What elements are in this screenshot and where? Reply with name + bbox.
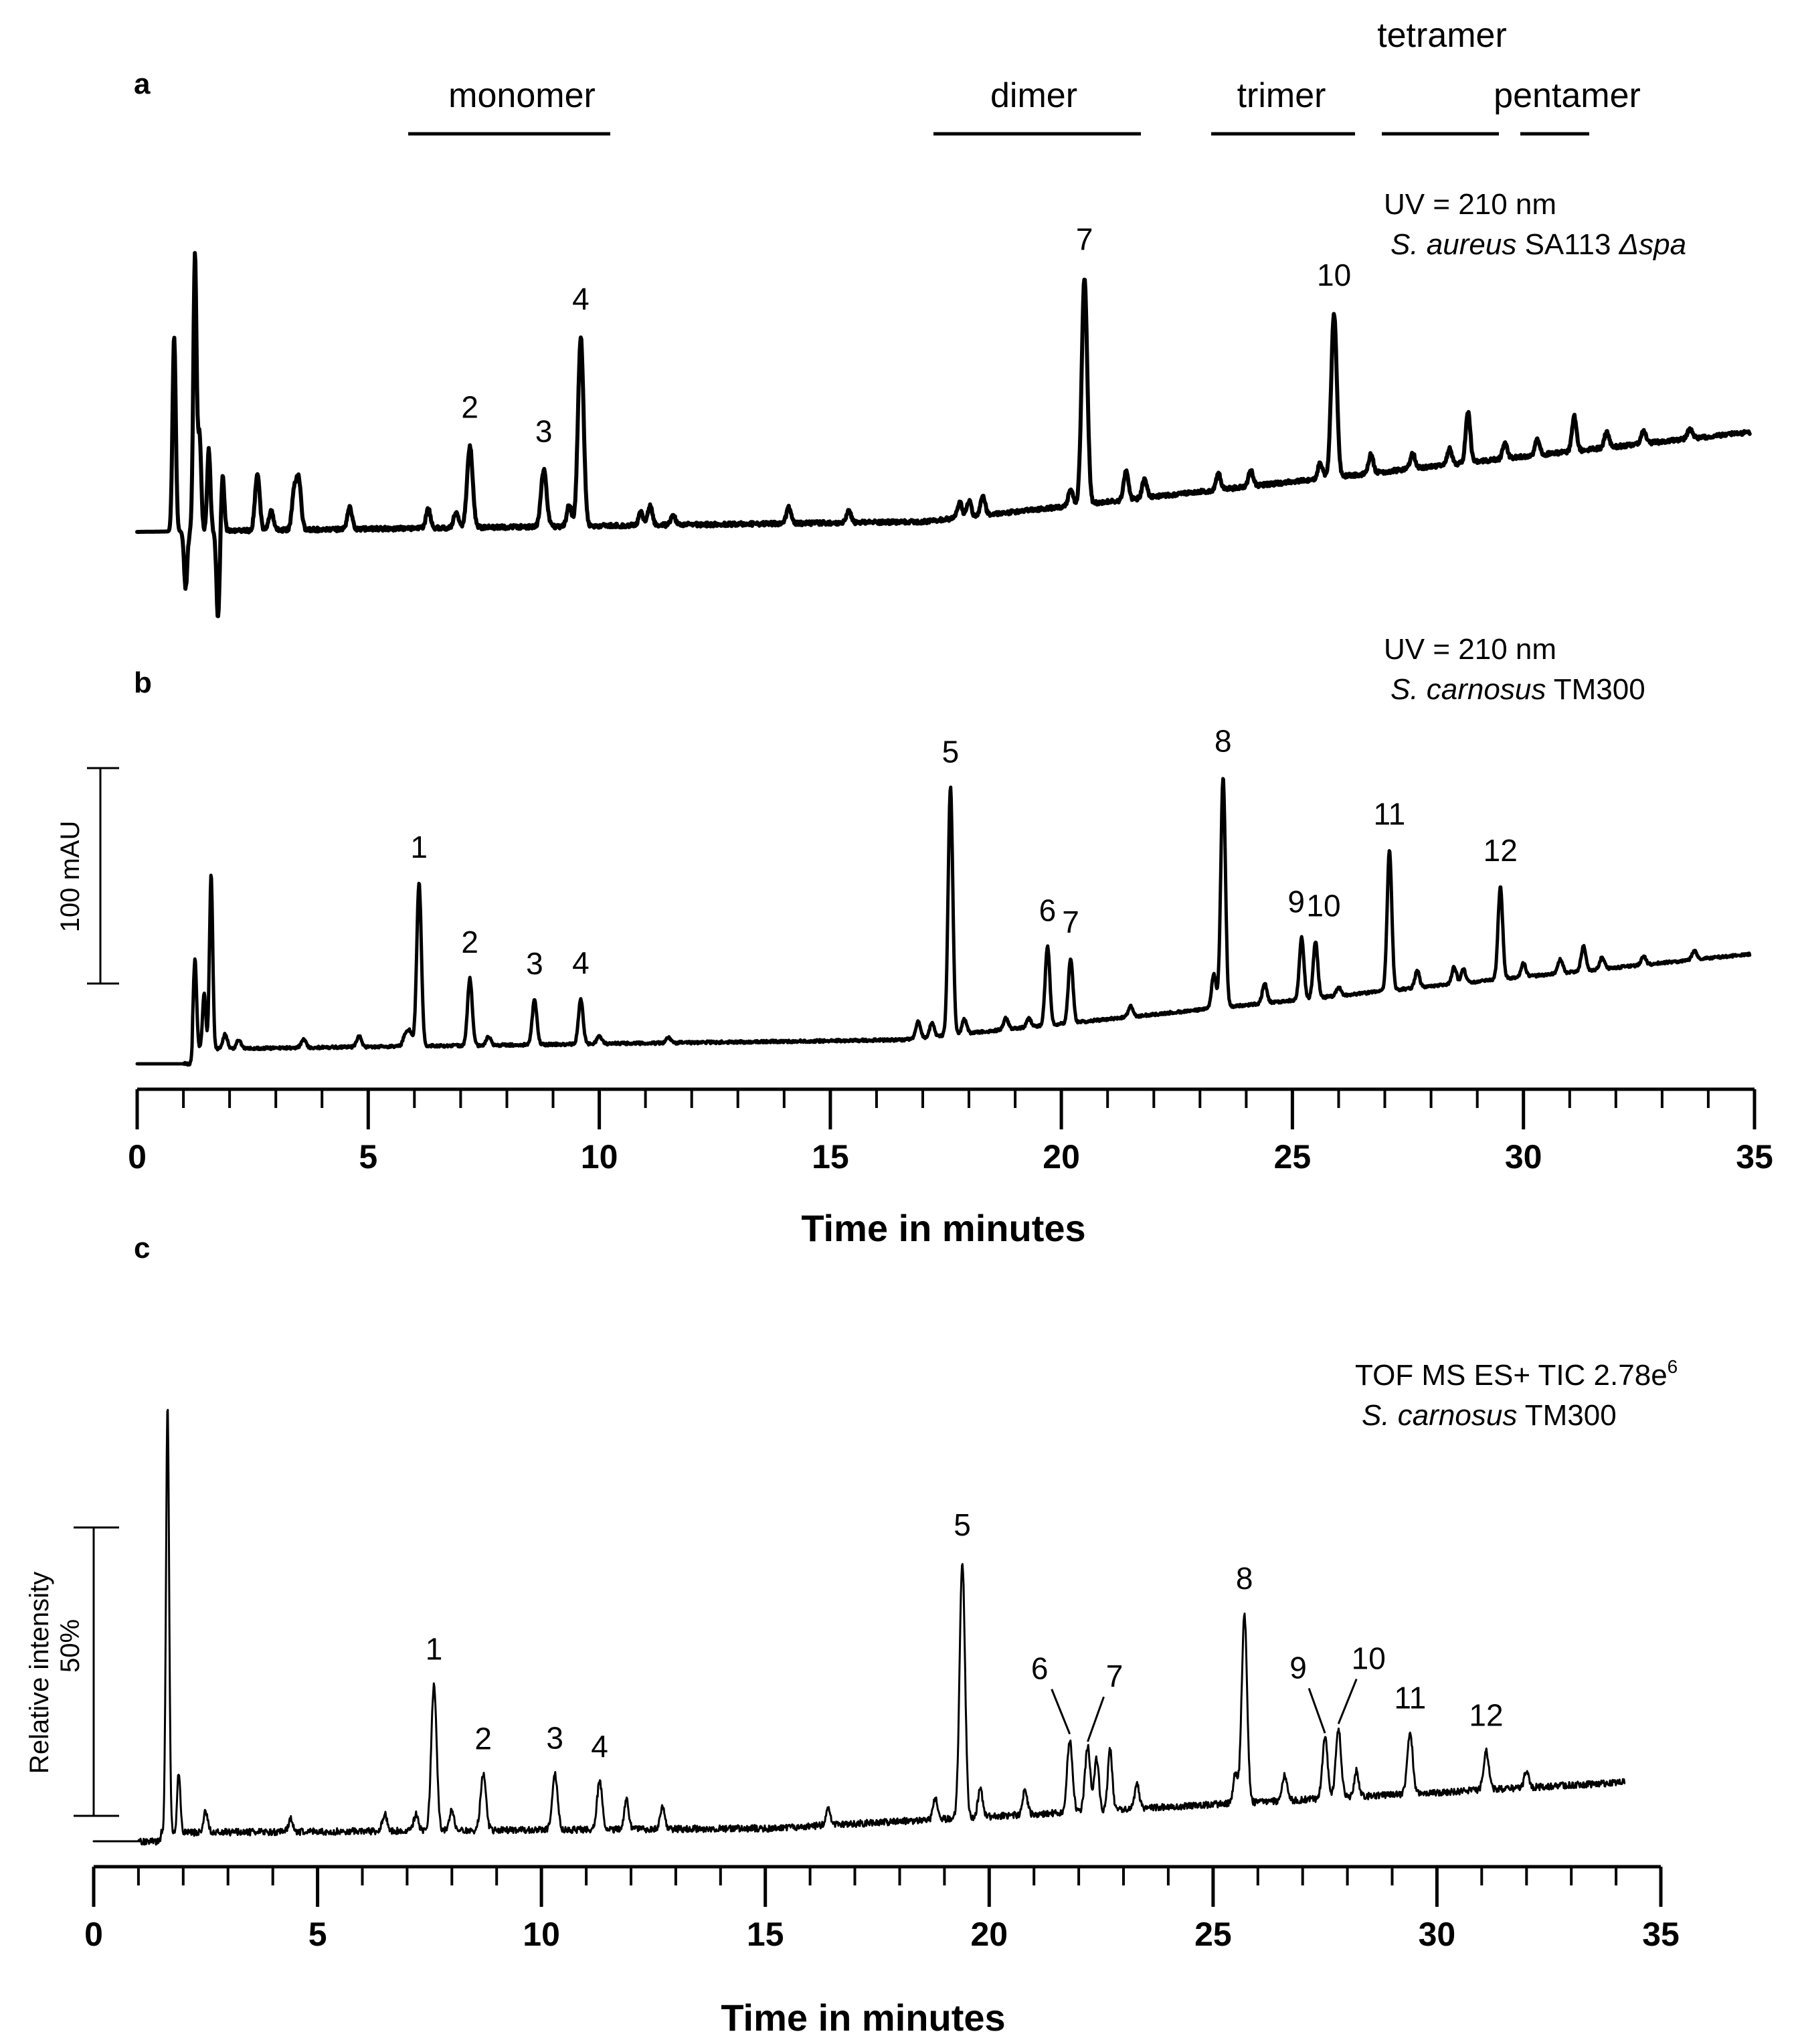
panel-a: a monomer dimer trimer tetramer pentamer… bbox=[134, 16, 1752, 618]
x-tick-label-5: 5 bbox=[359, 1138, 377, 1176]
peak-label-7: 7 bbox=[1076, 221, 1093, 256]
peak-label-1: 1 bbox=[426, 1632, 443, 1667]
peak-label-6: 6 bbox=[1039, 893, 1057, 928]
peak-label-10: 10 bbox=[1352, 1641, 1386, 1676]
peak-label-5: 5 bbox=[954, 1507, 971, 1542]
peak-label-3: 3 bbox=[535, 414, 553, 449]
scale-bar-b-label: 100 mAU bbox=[56, 821, 85, 933]
panel-a-detection: UV = 210 nm bbox=[1384, 188, 1556, 221]
peak-label-4: 4 bbox=[572, 945, 590, 980]
panel-b-detection: UV = 210 nm bbox=[1384, 633, 1556, 666]
peak-label-2: 2 bbox=[461, 389, 478, 424]
peak-label-2: 2 bbox=[474, 1722, 492, 1756]
peak-leader-6 bbox=[1051, 1689, 1071, 1735]
peak-label-2: 2 bbox=[461, 925, 478, 959]
panel-c-strain-species: S. carnosus bbox=[1362, 1399, 1517, 1432]
chromatogram-trace-a bbox=[135, 251, 1752, 618]
peak-label-9: 9 bbox=[1289, 1650, 1307, 1685]
x-axis-b: 0 5 10 15 20 25 30 35 bbox=[128, 1087, 1773, 1176]
panel-b-strain: S. carnosus TM300 bbox=[1390, 673, 1645, 706]
panel-c: c TOF MS ES+ TIC 2.78e6 S. carnosus TM30… bbox=[25, 1232, 1680, 2039]
x-tick-label-0: 0 bbox=[84, 1916, 103, 1953]
oligomer-groups: monomer dimer trimer tetramer pentamer bbox=[408, 16, 1641, 136]
y-axis-c-title: Relative intensity bbox=[25, 1572, 54, 1774]
x-tick-label-20: 20 bbox=[1043, 1138, 1080, 1176]
panel-b-strain-species: S. carnosus bbox=[1390, 673, 1546, 706]
x-tick-label-30: 30 bbox=[1419, 1916, 1456, 1953]
scale-bar-b: 100 mAU bbox=[56, 767, 119, 985]
x-tick-label-10: 10 bbox=[581, 1138, 618, 1176]
panel-c-strain: S. carnosus TM300 bbox=[1362, 1399, 1617, 1432]
peak-label-4: 4 bbox=[591, 1729, 608, 1764]
panel-b: b UV = 210 nm S. carnosus TM300 100 mAU … bbox=[56, 633, 1773, 1249]
group-label-monomer: monomer bbox=[448, 76, 596, 115]
panel-c-strain-name: TM300 bbox=[1525, 1399, 1617, 1432]
peak-label-12: 12 bbox=[1484, 833, 1518, 868]
peak-leader-9 bbox=[1308, 1687, 1326, 1734]
peak-label-5: 5 bbox=[942, 734, 960, 769]
panel-a-strain: S. aureus SA113 Δspa bbox=[1390, 228, 1686, 261]
panel-c-detection-text: TOF MS ES+ TIC 2.78e bbox=[1355, 1359, 1668, 1392]
peak-label-7: 7 bbox=[1062, 905, 1079, 939]
x-axis-c: 0 5 10 15 20 25 30 35 bbox=[84, 1865, 1680, 1953]
peak-labels-a: 2 3 4 7 10 bbox=[461, 221, 1351, 448]
peak-label-11: 11 bbox=[1374, 797, 1406, 832]
x-tick-label-0: 0 bbox=[128, 1138, 147, 1176]
peak-label-4: 4 bbox=[572, 281, 590, 316]
peak-label-3: 3 bbox=[546, 1721, 563, 1756]
x-tick-label-15: 15 bbox=[747, 1916, 784, 1953]
x-tick-label-10: 10 bbox=[523, 1916, 560, 1953]
panel-b-letter: b bbox=[134, 666, 152, 699]
peak-label-8: 8 bbox=[1236, 1561, 1253, 1596]
panel-a-strain-name: SA113 bbox=[1525, 228, 1611, 261]
peak-label-8: 8 bbox=[1215, 723, 1232, 758]
group-label-pentamer: pentamer bbox=[1494, 76, 1641, 115]
x-tick-label-20: 20 bbox=[970, 1916, 1008, 1953]
chromatogram-trace-c bbox=[92, 1408, 1626, 1846]
x-tick-label-35: 35 bbox=[1736, 1138, 1773, 1176]
panel-b-strain-name: TM300 bbox=[1554, 673, 1645, 706]
panel-c-detection-exponent: 6 bbox=[1668, 1356, 1678, 1377]
peak-leader-7 bbox=[1087, 1696, 1105, 1742]
peak-label-10: 10 bbox=[1317, 258, 1351, 292]
panel-a-strain-species: S. aureus bbox=[1390, 228, 1516, 261]
x-axis-c-title: Time in minutes bbox=[721, 1996, 1005, 2039]
x-tick-label-25: 25 bbox=[1274, 1138, 1312, 1176]
peak-label-3: 3 bbox=[526, 946, 543, 981]
group-label-dimer: dimer bbox=[990, 76, 1077, 115]
x-tick-label-30: 30 bbox=[1505, 1138, 1542, 1176]
panel-a-strain-mutant: Δspa bbox=[1619, 228, 1686, 261]
panel-a-letter: a bbox=[134, 68, 151, 100]
panel-c-letter: c bbox=[134, 1232, 150, 1265]
scale-bar-c-label: 50% bbox=[56, 1619, 85, 1673]
peak-label-12: 12 bbox=[1469, 1697, 1503, 1732]
peak-label-6: 6 bbox=[1031, 1651, 1049, 1686]
peak-label-10: 10 bbox=[1306, 889, 1340, 923]
peak-leader-10 bbox=[1337, 1678, 1358, 1725]
x-tick-label-35: 35 bbox=[1642, 1916, 1680, 1953]
x-tick-label-25: 25 bbox=[1194, 1916, 1232, 1953]
peak-label-9: 9 bbox=[1287, 884, 1305, 919]
chromatogram-trace-b bbox=[135, 777, 1752, 1067]
peak-label-11: 11 bbox=[1394, 1681, 1426, 1715]
panel-c-detection: TOF MS ES+ TIC 2.78e6 bbox=[1355, 1356, 1678, 1392]
scale-bar-c: Relative intensity 50% bbox=[25, 1526, 119, 1817]
group-label-trimer: trimer bbox=[1237, 76, 1326, 115]
peak-label-7: 7 bbox=[1106, 1659, 1124, 1693]
peak-label-1: 1 bbox=[410, 830, 428, 864]
group-label-tetramer: tetramer bbox=[1377, 16, 1507, 55]
x-tick-label-5: 5 bbox=[308, 1916, 327, 1953]
x-tick-label-15: 15 bbox=[812, 1138, 849, 1176]
x-axis-b-title: Time in minutes bbox=[801, 1207, 1085, 1249]
